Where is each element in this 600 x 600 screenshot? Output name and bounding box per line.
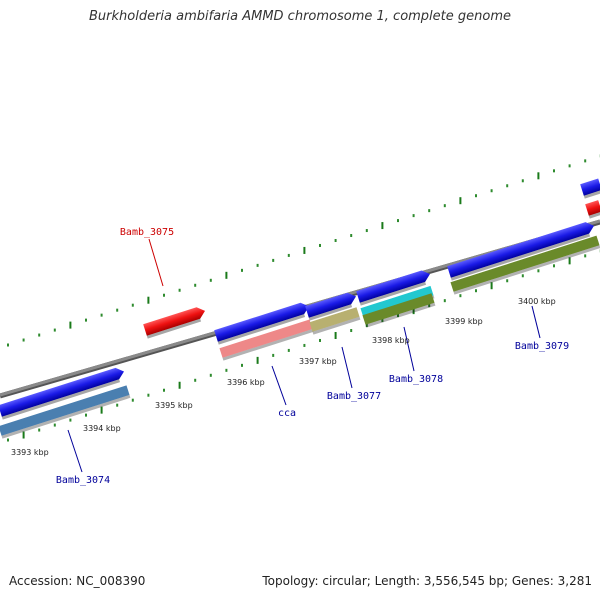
scale-label: 3399 kbp	[445, 317, 483, 326]
cog-band-bamb-3074	[0, 385, 131, 439]
cog-band-bamb-3078	[362, 293, 436, 328]
gene-arrow-cca[interactable]	[214, 301, 312, 345]
callout-line	[271, 365, 287, 406]
gene-label[interactable]: Bamb_3075	[120, 227, 174, 238]
gene-label[interactable]: Bamb_3079	[515, 341, 569, 352]
outer-tick-ring	[7, 154, 600, 347]
gene-arrow-bamb-3074[interactable]	[0, 366, 127, 420]
scale-label: 3397 kbp	[299, 357, 337, 366]
scale-label: 3394 kbp	[83, 424, 121, 433]
accession-text: Accession: NC_008390	[9, 574, 146, 588]
gene-arrow-bamb-3078[interactable]	[356, 268, 433, 306]
scale-label: 3395 kbp	[155, 401, 193, 410]
scale-label: 3393 kbp	[11, 448, 49, 457]
callout-line	[531, 305, 541, 339]
gene-label[interactable]: cca	[278, 408, 296, 419]
map-title: Burkholderia ambifaria AMMD chromosome 1…	[88, 9, 512, 24]
cog-track	[0, 235, 600, 439]
callout-line	[67, 429, 83, 473]
callout-line	[403, 326, 415, 372]
gene-arrow-bamb-3079[interactable]	[447, 220, 597, 281]
inner-tick-ring	[7, 249, 600, 442]
callout-line	[148, 238, 164, 287]
gene-label[interactable]: Bamb_3074	[56, 475, 110, 486]
gene-label[interactable]: Bamb_3078	[389, 374, 443, 385]
scale-label: 3396 kbp	[227, 378, 265, 387]
gene-label[interactable]: Bamb_3077	[327, 391, 381, 402]
scale-label: 3400 kbp	[518, 297, 556, 306]
cog-band-bamb-3079	[450, 235, 600, 295]
cog-band-cca	[219, 319, 314, 361]
scale-label: 3398 kbp	[372, 336, 410, 345]
gene-arrow-edge-reverse[interactable]	[585, 200, 600, 219]
cog-band-bamb-3077	[309, 307, 361, 335]
gene-arrow-bamb-3077[interactable]	[305, 291, 359, 321]
gene-track	[0, 178, 600, 420]
callout-line	[341, 346, 353, 389]
gene-arrow-bamb-3075[interactable]	[143, 305, 208, 339]
genome-stats-text: Topology: circular; Length: 3,556,545 bp…	[262, 574, 592, 588]
gene-arrow-edge-forward[interactable]	[580, 178, 600, 199]
scale-labels: 3393 kbp 3394 kbp 3395 kbp 3396 kbp 3397 kbp…	[11, 297, 556, 457]
